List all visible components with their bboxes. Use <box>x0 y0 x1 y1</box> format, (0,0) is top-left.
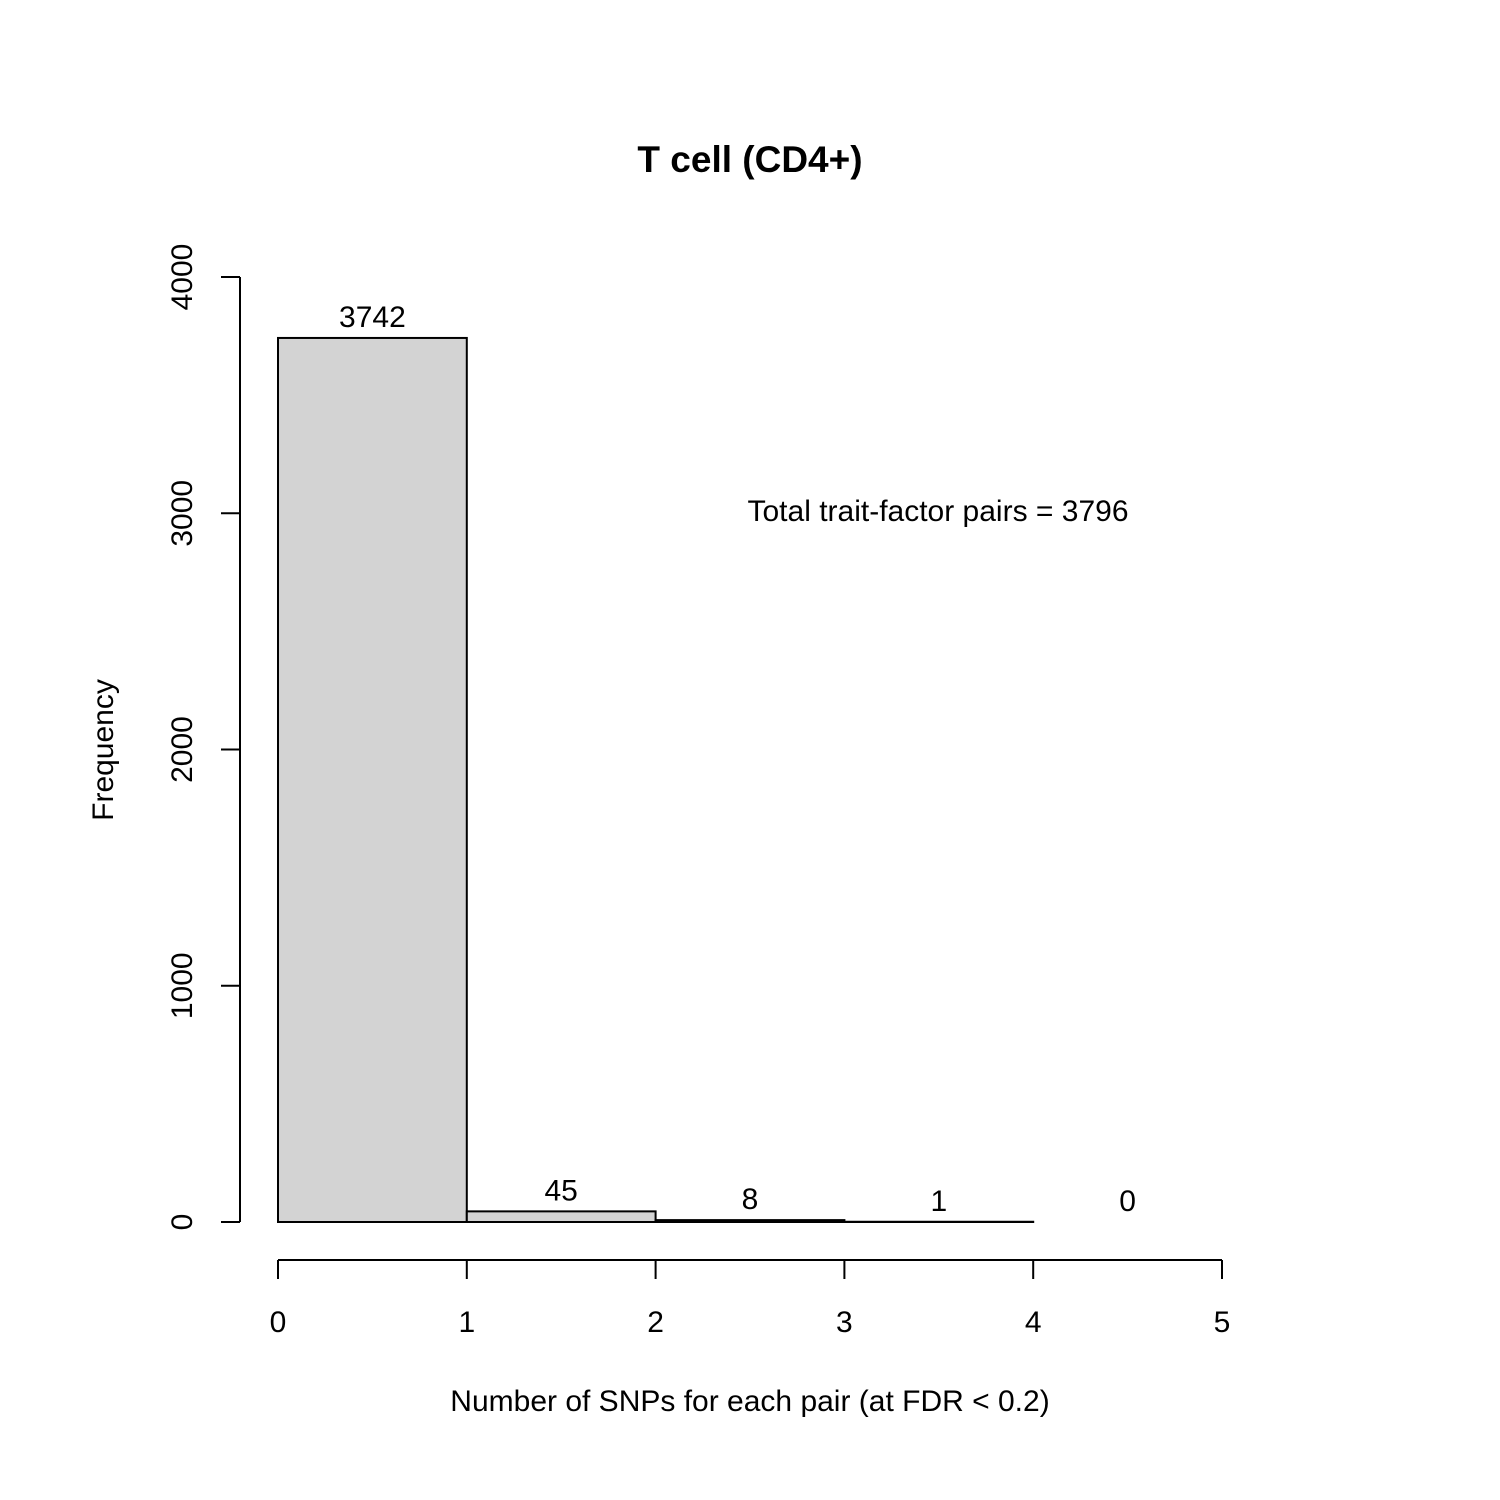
bar-value-label: 1 <box>930 1185 947 1218</box>
y-tick-label: 2000 <box>166 716 199 783</box>
bar-value-label: 0 <box>1119 1185 1136 1218</box>
y-tick-label: 4000 <box>166 244 199 311</box>
x-axis: 0 1 2 3 4 5 <box>270 1259 1231 1339</box>
bar-value-label: 8 <box>742 1183 759 1216</box>
x-tick-label: 3 <box>836 1306 853 1339</box>
x-tick-label: 5 <box>1214 1306 1231 1339</box>
bar-value-label: 3742 <box>339 301 406 334</box>
x-tick-label: 4 <box>1025 1306 1042 1339</box>
chart-title: T cell (CD4+) <box>637 139 862 180</box>
bar-labels-group: 3742 45 8 1 0 <box>339 301 1136 1218</box>
histogram-bar <box>465 1210 657 1224</box>
x-axis-label: Number of SNPs for each pair (at FDR < 0… <box>450 1385 1049 1418</box>
y-axis: 0 1000 2000 3000 4000 <box>166 244 241 1231</box>
histogram-bar <box>277 336 468 1223</box>
total-pairs-annotation: Total trait-factor pairs = 3796 <box>747 495 1128 528</box>
x-tick-label: 0 <box>270 1306 287 1339</box>
y-tick-label: 0 <box>166 1214 199 1231</box>
y-tick-label: 1000 <box>166 952 199 1019</box>
bars-group <box>277 336 1035 1224</box>
bar-value-label: 45 <box>545 1174 578 1207</box>
x-tick-label: 1 <box>458 1306 475 1339</box>
y-tick-label: 3000 <box>166 480 199 547</box>
histogram-bar <box>654 1219 846 1223</box>
x-tick-label: 2 <box>647 1306 664 1339</box>
y-axis-label: Frequency <box>87 679 120 821</box>
